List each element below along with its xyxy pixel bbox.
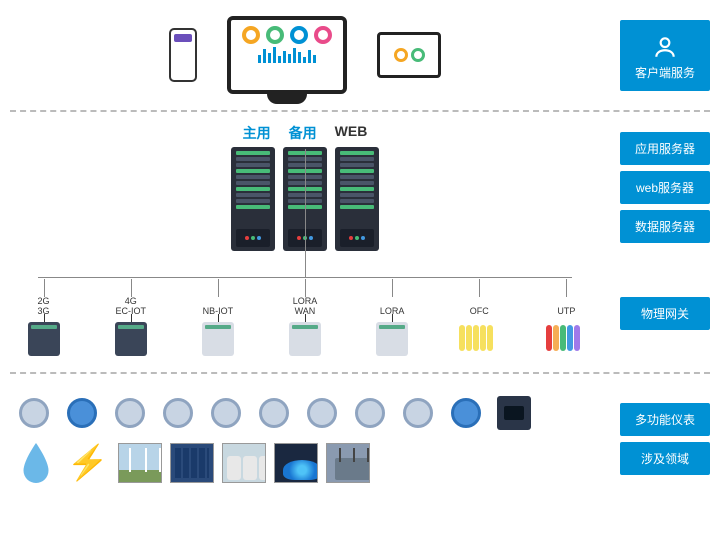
meter-device [158,393,198,433]
meter-device [254,393,294,433]
bolt-icon: ⚡ [67,443,109,483]
phone-device [169,28,197,82]
server-titles: 主用 备用 WEB [243,123,368,143]
meters-row [14,393,534,433]
domain-photo-solar [170,443,214,483]
gateway-item: NB-IOT [188,297,248,358]
domain-photo-tanks [222,443,266,483]
gateway-item: 4GEC-IOT [101,297,161,358]
server-title-1: 备用 [289,123,317,143]
meter-device [350,393,390,433]
gateway-device [546,320,586,358]
gateway-item: OFC [449,297,509,358]
tier-servers: 主用 备用 WEB 应用服务器 web服务器 数据服务器 [0,112,720,262]
monitor-bars [237,47,337,63]
domain-label: 涉及领域 [620,442,710,475]
meter-label: 多功能仪表 [620,403,710,436]
meter-device [110,393,150,433]
monitor-donuts [237,26,337,44]
tablet-device [377,32,441,78]
gateway-device [24,320,64,358]
domain-row: ⚡ [14,441,370,485]
meter-device [206,393,246,433]
meter-device [494,393,534,433]
tier-client: 客户端服务 [0,0,720,110]
gateway-item: 2G3G [14,297,74,358]
gateway-device [459,320,499,358]
domain-photo-wind [118,443,162,483]
meter-device [398,393,438,433]
gateway-device [111,320,151,358]
server-title-2: WEB [335,123,368,143]
domain-photo-transformer [326,443,370,483]
gateway-label: 物理网关 [620,297,710,330]
gateway-device [285,320,325,358]
domain-item: ⚡ [66,441,110,485]
server-rack [335,147,379,251]
domain-item [170,441,214,485]
person-icon [652,34,678,60]
gateway-item: LORAWAN [275,297,335,358]
gateway-device [372,320,412,358]
meter-device [62,393,102,433]
meter-device [302,393,342,433]
client-label-text: 客户端服务 [635,64,695,81]
gateway-item: UTP [536,297,596,358]
domain-item [118,441,162,485]
gateway-label-text: UTP [557,297,575,317]
gateway-label-text: OFC [470,297,489,317]
tier-gateways: 2G3G 4GEC-IOT NB-IOT LORAWAN LORA OFC UTP 物理网关 [0,262,720,372]
web-server-label: web服务器 [620,171,710,204]
tier-meters: ⚡ 多功能仪表 涉及领域 [0,374,720,504]
domain-photo-flame [274,443,318,483]
client-devices [10,16,600,94]
client-service-label: 客户端服务 [620,20,710,91]
monitor-device [227,16,347,94]
app-server-label: 应用服务器 [620,132,710,165]
data-server-label: 数据服务器 [620,210,710,243]
domain-item [222,441,266,485]
server-rack [231,147,275,251]
gateway-row: 2G3G 4GEC-IOT NB-IOT LORAWAN LORA OFC UTP [10,269,600,358]
water-drop-icon [20,443,52,483]
domain-item [14,441,58,485]
gateway-item: LORA [362,297,422,358]
domain-item [274,441,318,485]
server-title-0: 主用 [243,123,271,143]
domain-item [326,441,370,485]
meter-device [14,393,54,433]
meter-device [446,393,486,433]
gateway-device [198,320,238,358]
